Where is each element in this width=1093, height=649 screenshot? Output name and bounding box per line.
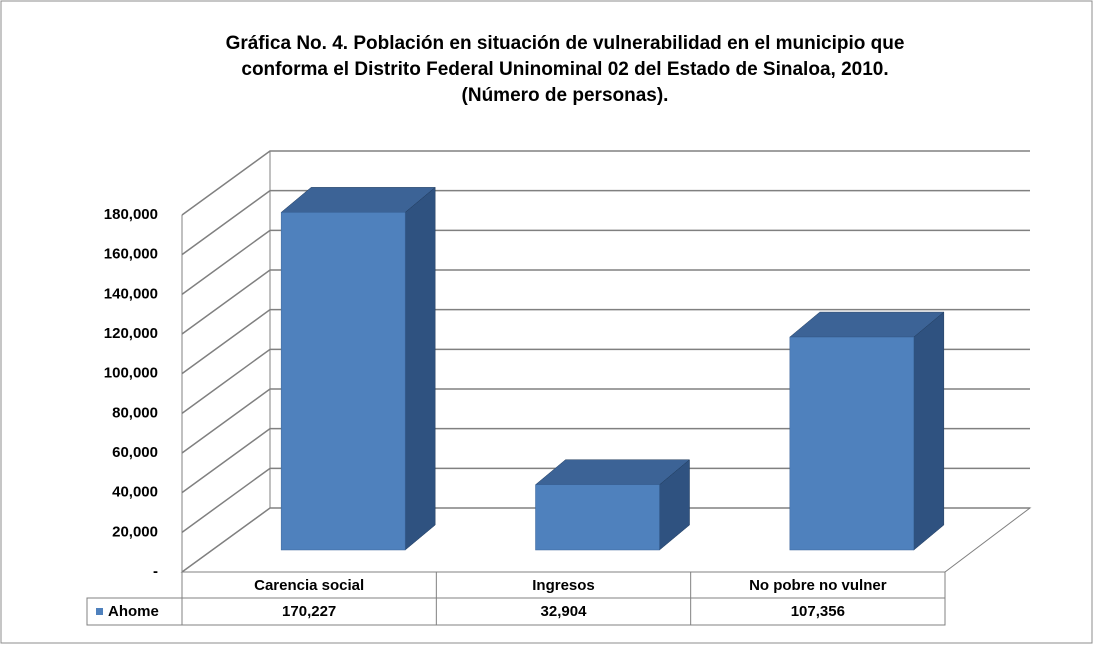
bar-side [913, 311, 945, 551]
y-tick-label: 40,000 [112, 484, 158, 501]
x-tick-label: Carencia social [254, 577, 364, 594]
grid-line [181, 507, 1030, 573]
legend-label: Ahome [108, 603, 159, 620]
chart-title: (Número de personas). [462, 85, 669, 106]
legend-swatch [96, 608, 103, 615]
bar [535, 484, 660, 551]
grid-line [181, 189, 1030, 256]
grid-line [181, 229, 1030, 295]
data-label: 170,227 [282, 603, 336, 620]
bar-side [404, 186, 436, 551]
data-label: 32,904 [541, 603, 588, 620]
table-row [86, 597, 946, 626]
grid-line [181, 427, 1030, 494]
x-tick-label: Ingresos [532, 577, 595, 594]
grid-line [181, 150, 1030, 216]
y-tick-label: 60,000 [112, 444, 158, 461]
y-tick-label: 80,000 [112, 404, 158, 421]
x-tick-label: No pobre no vulner [749, 577, 887, 594]
chart-title: Gráfica No. 4. Población en situación de… [226, 33, 905, 54]
y-tick-label: 180,000 [104, 206, 158, 223]
y-tick-label: 160,000 [104, 246, 158, 263]
table-row [181, 571, 946, 599]
y-tick-label: 20,000 [112, 523, 158, 540]
grid-line [181, 269, 1030, 335]
bar [280, 212, 406, 551]
data-label: 107,356 [791, 603, 845, 620]
y-tick-label: 100,000 [104, 365, 158, 382]
grid-line [181, 388, 1030, 454]
bar [789, 336, 915, 551]
y-tick-label: 140,000 [104, 285, 158, 302]
grid-line [181, 308, 1030, 375]
grid-line [181, 467, 1030, 533]
grid-line [181, 348, 1030, 414]
y-tick-label: 120,000 [104, 325, 158, 342]
chart-title: conforma el Distrito Federal Uninominal … [241, 59, 888, 80]
y-tick-label: - [153, 563, 158, 580]
